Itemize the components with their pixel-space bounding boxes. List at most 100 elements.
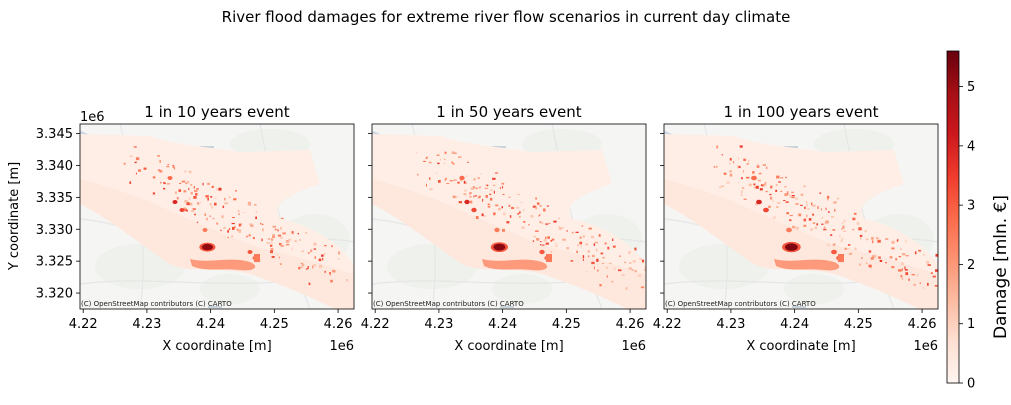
x-tick-label: 4.22 <box>653 317 682 332</box>
panel-1-in-50-years: (C) OpenStreetMap contributors (C) CARTO… <box>361 103 647 354</box>
damage-cell <box>329 273 332 276</box>
damage-cell <box>621 274 625 276</box>
damage-cell <box>878 256 881 259</box>
damage-cell <box>190 184 193 186</box>
damage-cell <box>248 204 252 206</box>
x-axis: 4.22 4.23 4.24 4.25 4.26 <box>361 309 645 332</box>
damage-cell <box>764 183 767 186</box>
damage-cell <box>426 156 429 158</box>
damage-cell <box>582 235 585 238</box>
damage-cell <box>723 172 727 175</box>
damage-cell <box>844 247 847 250</box>
damage-cell <box>821 223 824 225</box>
panel-title: 1 in 50 years event <box>436 103 581 121</box>
damage-cell <box>741 187 745 189</box>
damage-cell <box>323 253 326 256</box>
damage-cell <box>785 201 789 203</box>
damage-cell <box>885 262 887 264</box>
damage-cell <box>821 217 824 219</box>
damage-cell <box>599 284 602 287</box>
damage-cell <box>918 249 921 252</box>
damage-cluster <box>471 207 477 213</box>
damage-cell <box>594 241 598 244</box>
damage-cell <box>795 197 798 200</box>
damage-cell <box>755 185 759 189</box>
damage-patch <box>838 254 844 262</box>
damage-cell <box>313 242 317 246</box>
damage-cell <box>790 195 792 197</box>
damage-cell <box>329 272 331 275</box>
damage-cell <box>487 205 491 208</box>
damage-cell <box>486 184 489 187</box>
damage-cell <box>210 203 212 206</box>
damage-cell <box>795 203 799 205</box>
damage-cell <box>190 210 195 212</box>
damage-patch <box>546 254 552 262</box>
damage-cell <box>184 208 187 212</box>
basemap-place-label <box>792 306 806 308</box>
damage-cell <box>533 236 537 238</box>
damage-cell <box>841 228 843 230</box>
damage-cell <box>186 209 188 212</box>
damage-cell <box>597 269 599 272</box>
damage-hotspot <box>785 243 798 251</box>
damage-cell <box>786 212 789 215</box>
damage-cell <box>935 269 938 272</box>
damage-cell <box>540 222 544 224</box>
damage-cell <box>746 176 750 179</box>
damage-cell <box>233 226 236 228</box>
damage-cell <box>253 204 257 206</box>
damage-cell <box>832 229 836 231</box>
x-tick-label: 4.23 <box>424 317 453 332</box>
damage-cell <box>816 223 818 226</box>
damage-cell <box>729 173 733 177</box>
damage-cell <box>255 216 257 220</box>
colorbar-ticks: 0 1 2 3 4 5 <box>959 80 975 392</box>
damage-cell <box>800 204 803 206</box>
damage-cell <box>195 193 198 196</box>
colorbar-label: Damage [mln. €] <box>991 195 1011 339</box>
damage-cell <box>159 159 161 163</box>
damage-cell <box>172 164 175 168</box>
damage-cell <box>870 257 874 260</box>
damage-cell <box>752 171 755 174</box>
damage-cell <box>819 192 822 194</box>
damage-cell <box>237 209 240 212</box>
damage-cell <box>270 248 274 251</box>
damage-cell <box>765 190 768 193</box>
basemap-green-area <box>784 274 844 304</box>
y-axis: 3.320 3.325 3.330 3.335 3.340 3.345 <box>36 127 80 302</box>
damage-cell <box>721 154 723 156</box>
damage-cell <box>607 246 610 250</box>
damage-cell <box>224 197 226 201</box>
damage-cell <box>536 202 540 205</box>
damage-cluster <box>179 208 185 212</box>
x-tick-label: 4.24 <box>780 317 809 332</box>
damage-cell <box>732 161 735 164</box>
damage-cell <box>904 269 908 271</box>
x-axis-label: X coordinate [m] <box>162 339 271 354</box>
damage-cell <box>639 258 642 260</box>
damage-cell <box>769 193 772 196</box>
damage-cell <box>199 201 202 203</box>
damage-cell <box>545 242 549 245</box>
damage-cell <box>492 184 496 186</box>
damage-cell <box>291 247 294 251</box>
damage-cell <box>555 244 558 248</box>
colorbar-tick-label: 1 <box>967 317 975 332</box>
damage-cell <box>277 234 282 237</box>
damage-cell <box>743 158 746 161</box>
damage-cell <box>209 215 212 217</box>
damage-cell <box>519 216 521 218</box>
damage-cell <box>827 211 830 213</box>
damage-cell <box>503 212 506 216</box>
damage-cell <box>566 230 568 232</box>
x-tick-label: 4.26 <box>908 317 937 332</box>
damage-cell <box>631 268 634 271</box>
damage-cell <box>726 181 730 184</box>
basemap-place-label <box>208 306 222 308</box>
damage-cell <box>492 177 496 180</box>
damage-cell <box>157 169 161 171</box>
damage-cell <box>502 193 505 195</box>
map-attribution: (C) OpenStreetMap contributors (C) CARTO <box>665 300 816 308</box>
